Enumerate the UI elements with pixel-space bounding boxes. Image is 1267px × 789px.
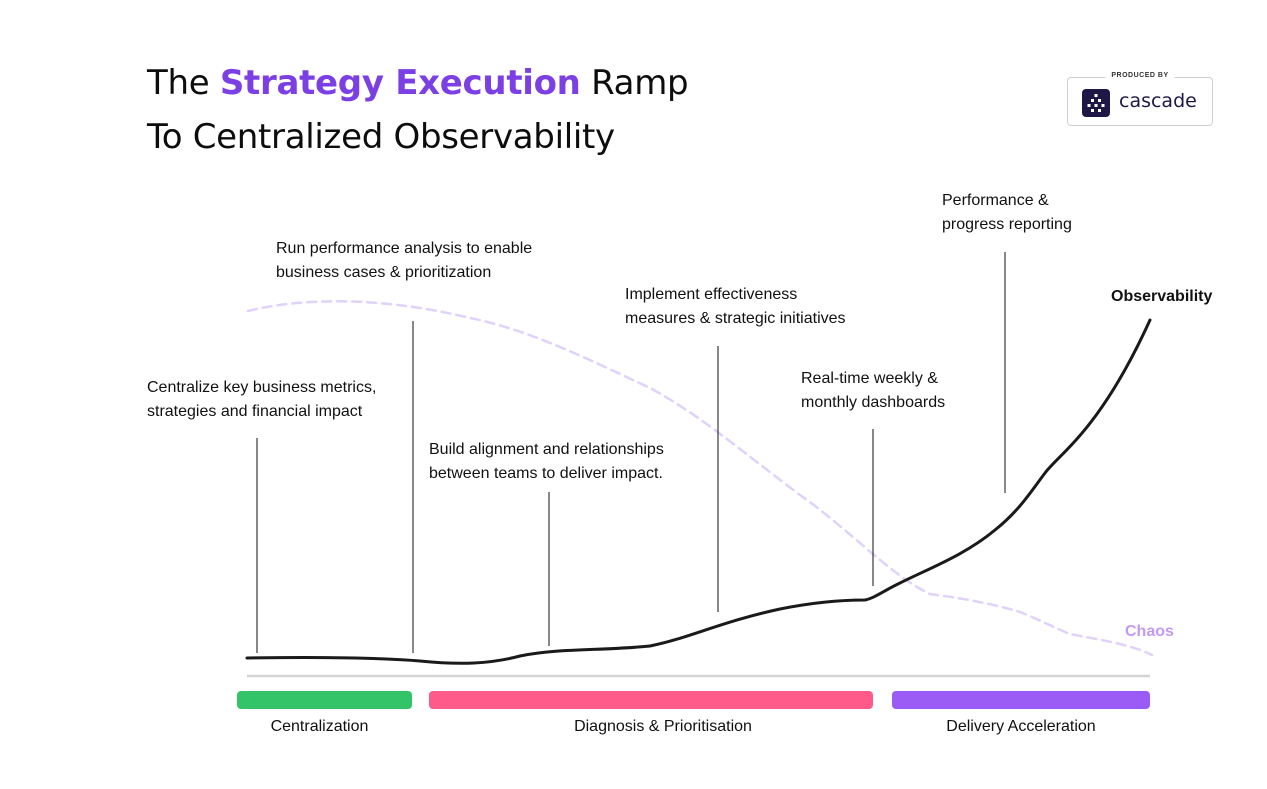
annotation-line: Build alignment and relationships xyxy=(429,441,664,458)
annotation-effectiveness-measures: Implement effectiveness measures & strat… xyxy=(625,283,846,331)
title-suffix: Ramp xyxy=(580,63,689,103)
observability-label: Observability xyxy=(1111,288,1213,305)
annotation-line: measures & strategic initiatives xyxy=(625,310,846,327)
brand-name: cascade xyxy=(1119,90,1197,112)
chaos-label: Chaos xyxy=(1125,623,1174,640)
annotation-line: business cases & prioritization xyxy=(276,264,492,281)
annotation-progress-reporting: Performance & progress reporting xyxy=(942,189,1072,237)
annotation-line: Centralize key business metrics, xyxy=(147,379,377,396)
annotation-line: between teams to deliver impact. xyxy=(429,465,663,482)
annotation-line: strategies and financial impact xyxy=(147,403,363,420)
annotation-line: Performance & xyxy=(942,192,1049,209)
produced-by-badge[interactable]: PRODUCED BY cascade xyxy=(1067,72,1213,126)
annotation-performance-analysis: Run performance analysis to enable busin… xyxy=(276,237,532,285)
observability-curve xyxy=(245,318,1152,665)
page-title: The Strategy Execution Ramp To Centraliz… xyxy=(147,56,689,164)
title-accent: Strategy Execution xyxy=(219,63,581,103)
phase-label-diagnosis: Diagnosis & Prioritisation xyxy=(574,718,752,735)
phase-bar-centralization xyxy=(237,691,412,709)
chaos-curve xyxy=(246,300,1154,657)
produced-by-label: PRODUCED BY xyxy=(1105,72,1175,79)
annotation-line: Real-time weekly & xyxy=(801,370,938,387)
phase-bar-diagnosis xyxy=(429,691,873,709)
title-prefix: The xyxy=(147,63,220,103)
title-line-1: The Strategy Execution Ramp xyxy=(147,56,689,110)
phase-bar-delivery xyxy=(892,691,1150,709)
annotation-build-alignment: Build alignment and relationships betwee… xyxy=(429,438,664,486)
annotation-centralize-metrics: Centralize key business metrics, strateg… xyxy=(147,376,376,424)
phase-label-centralization: Centralization xyxy=(270,718,369,735)
annotation-line: monthly dashboards xyxy=(801,394,946,411)
annotation-realtime-dashboards: Real-time weekly & monthly dashboards xyxy=(801,367,945,415)
annotation-line: Implement effectiveness xyxy=(625,286,798,303)
annotation-line: Run performance analysis to enable xyxy=(276,240,533,257)
title-line-2: To Centralized Observability xyxy=(147,117,615,157)
cascade-logo-icon xyxy=(1082,89,1110,117)
phase-label-delivery: Delivery Acceleration xyxy=(946,718,1096,735)
annotation-line: progress reporting xyxy=(942,216,1072,233)
